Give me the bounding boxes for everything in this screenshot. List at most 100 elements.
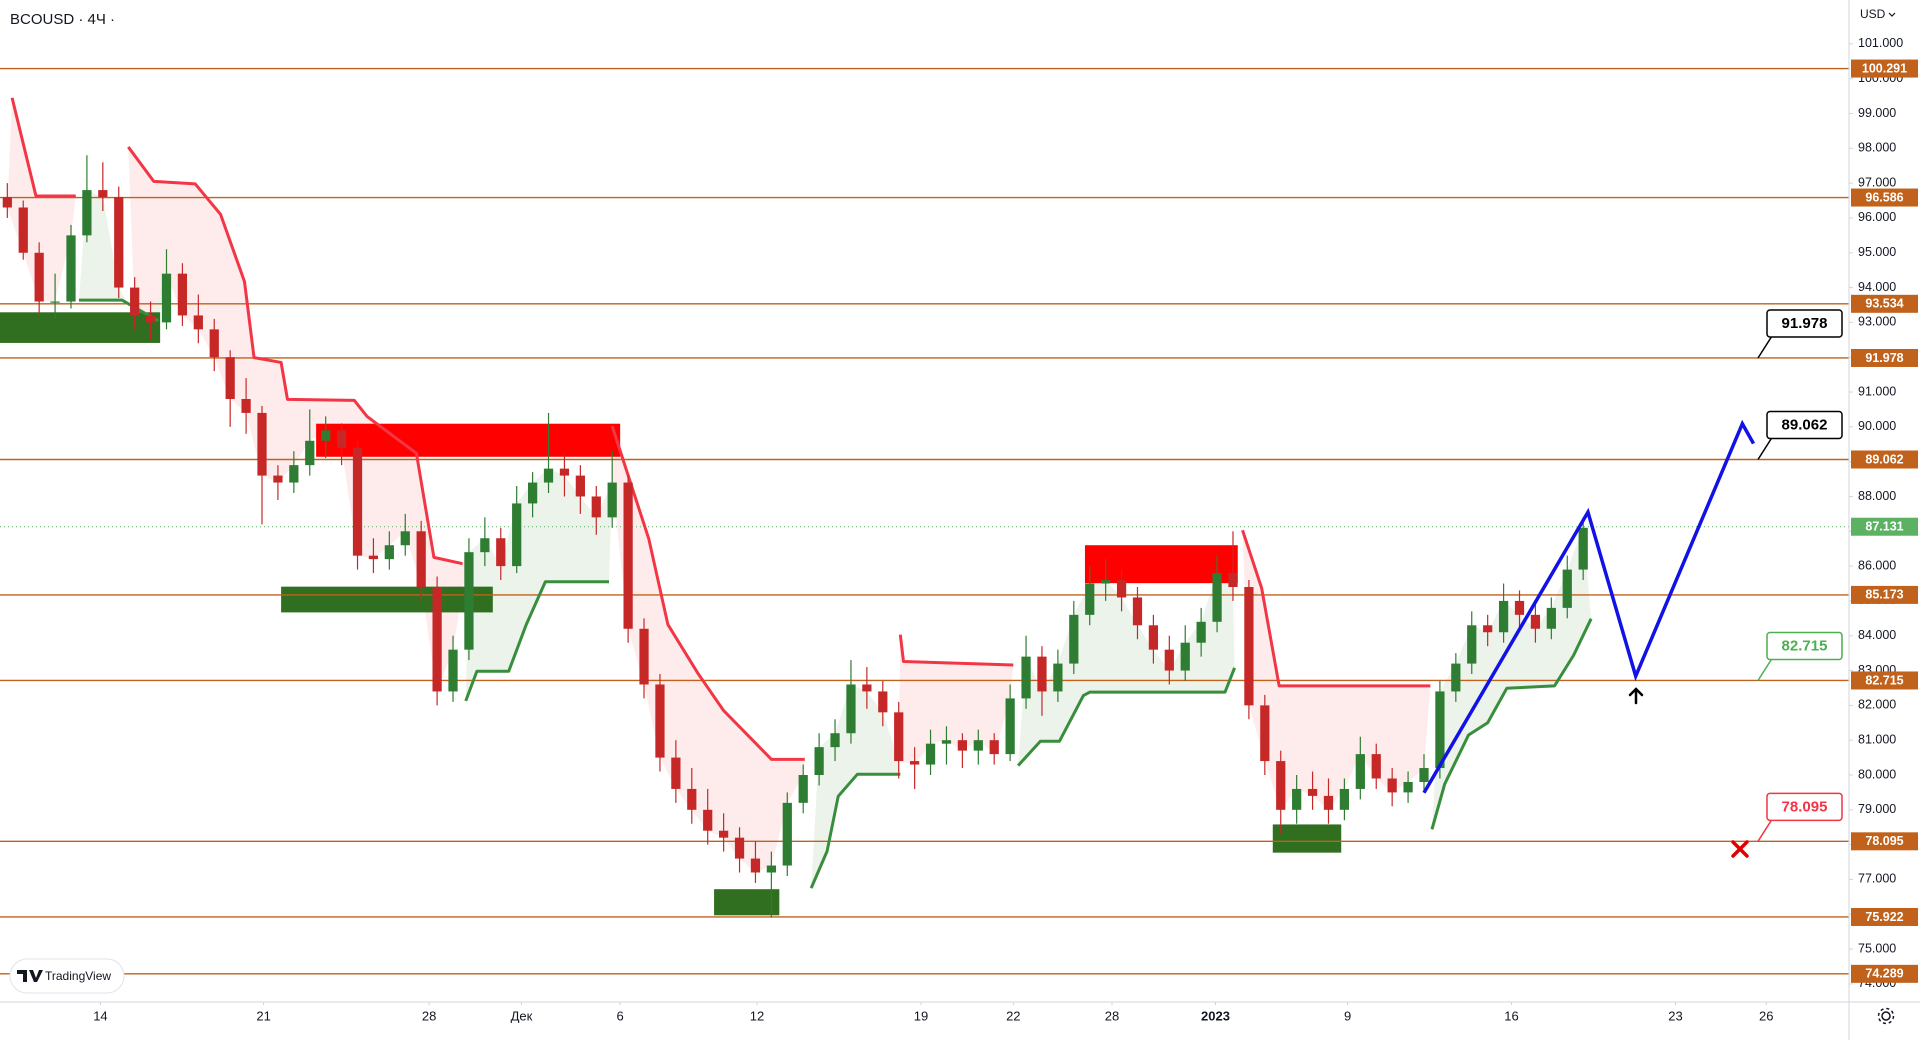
candle-body — [66, 235, 76, 302]
trend-shading — [128, 146, 469, 692]
supertrend-line — [464, 580, 610, 702]
candle-body — [1069, 614, 1079, 664]
candle-body — [1546, 607, 1556, 629]
candle-body — [973, 740, 983, 751]
candle-body — [130, 287, 140, 316]
candle-body — [1148, 625, 1159, 650]
candle-body — [687, 788, 697, 810]
candle-body — [1514, 600, 1525, 615]
candle-body — [1483, 625, 1493, 633]
level-tag-label: 91.978 — [1865, 351, 1903, 365]
settings-gear[interactable] — [1877, 1007, 1895, 1025]
candle-body — [957, 740, 968, 751]
candle-body — [432, 586, 442, 692]
candle-body — [894, 712, 904, 762]
callout-box — [1766, 792, 1843, 822]
zone — [281, 586, 493, 613]
trend-shading — [1242, 530, 1431, 810]
candle-body — [1212, 573, 1222, 622]
candle-body — [1562, 569, 1572, 608]
candle-body — [2, 197, 12, 208]
candle-body — [193, 315, 203, 330]
candle-body — [607, 482, 617, 518]
candle-body — [1323, 795, 1334, 810]
candle-body — [1339, 788, 1350, 810]
candle-body — [336, 430, 347, 448]
level-tag-label: 96.586 — [1865, 190, 1903, 204]
projection-line — [1422, 419, 1756, 794]
last-price-tag — [1851, 517, 1918, 536]
y-tick-label: 77.000 — [1858, 872, 1896, 886]
candle-body — [257, 412, 267, 476]
branding-box[interactable] — [9, 958, 125, 994]
level-tag — [1851, 671, 1918, 690]
callout-box — [1766, 309, 1843, 338]
zone — [316, 423, 621, 457]
y-tick-label: 81.000 — [1858, 732, 1896, 746]
level-tag-label: 100.291 — [1862, 61, 1907, 75]
candle-body — [671, 757, 681, 789]
candle-body — [734, 837, 745, 859]
candle-body — [878, 691, 888, 713]
level-tag — [1851, 964, 1918, 983]
callout-box — [1766, 410, 1843, 440]
level-tag — [1851, 450, 1918, 469]
x-tick-label: 28 — [1105, 1008, 1119, 1023]
supertrend-line — [1430, 618, 1593, 830]
candle-body — [1355, 754, 1365, 789]
y-tick-label: 86.000 — [1858, 558, 1896, 572]
trend-shading — [465, 468, 613, 701]
y-tick-label: 99.000 — [1858, 106, 1896, 120]
candle-body — [591, 496, 601, 518]
supertrend-line — [10, 97, 76, 198]
candle-body — [161, 273, 172, 323]
level-tag — [1851, 832, 1918, 851]
x-tick-label: 21 — [256, 1008, 270, 1023]
trend-shading — [78, 190, 167, 323]
candle-body — [321, 430, 331, 441]
y-tick-label: 91.000 — [1858, 384, 1896, 398]
x-tick-label: 9 — [1344, 1008, 1351, 1023]
candle-body — [782, 802, 792, 866]
candle-body — [575, 475, 585, 497]
branding-badge[interactable]: TradingView — [9, 958, 125, 994]
candle-body — [910, 761, 920, 765]
candle-body — [750, 858, 761, 873]
level-tag-label: 75.922 — [1865, 910, 1903, 924]
supertrend-line — [898, 634, 1014, 667]
candle-body — [623, 482, 633, 629]
candle-body — [352, 447, 363, 556]
level-tag-label: 89.062 — [1865, 452, 1903, 466]
level-tag — [1851, 59, 1918, 78]
candle-body — [1260, 705, 1270, 762]
candle-body — [1371, 754, 1381, 779]
candle-body — [496, 538, 506, 567]
candle-body — [1435, 691, 1445, 769]
y-tick-label: 93.000 — [1858, 315, 1896, 329]
level-tag — [1851, 585, 1918, 604]
zone — [0, 312, 161, 343]
candle-body — [1276, 761, 1286, 810]
candle-body — [82, 190, 92, 236]
candle-body — [177, 273, 188, 316]
currency-chevron[interactable] — [1888, 12, 1896, 17]
level-tag — [1851, 907, 1918, 926]
callout-label: 78.095 — [1782, 798, 1828, 815]
level-tag-label: 85.173 — [1865, 588, 1903, 602]
axes: 74.00075.00076.00077.00078.00079.00080.0… — [93, 36, 1918, 1023]
x-tick-label: 26 — [1759, 1008, 1773, 1023]
trend-shading — [1431, 527, 1592, 830]
y-tick-label: 94.000 — [1858, 280, 1896, 294]
candle-body — [1451, 663, 1461, 692]
supertrend-line — [1016, 667, 1236, 767]
y-tick-label: 98.000 — [1858, 141, 1896, 155]
currency-label[interactable]: USD — [1860, 7, 1886, 21]
candle-body — [448, 649, 458, 692]
y-tick-label: 82.000 — [1858, 698, 1896, 712]
candle-body — [400, 531, 410, 546]
candle-body — [719, 830, 729, 838]
callout-label: 89.062 — [1782, 416, 1828, 433]
